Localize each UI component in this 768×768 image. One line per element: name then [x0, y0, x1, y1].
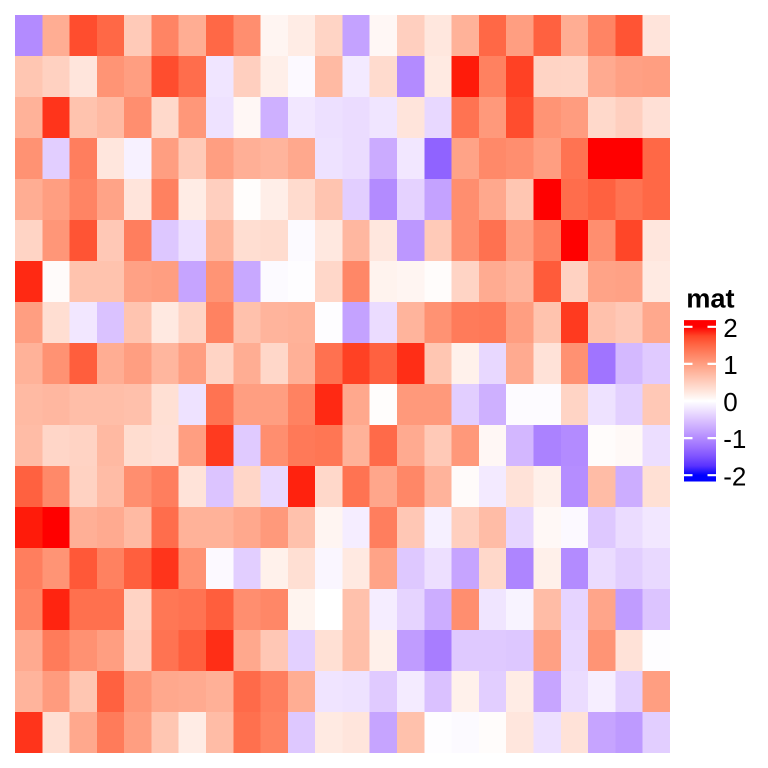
svg-text:0: 0 — [723, 387, 737, 417]
svg-text:-1: -1 — [723, 424, 746, 454]
svg-text:1: 1 — [723, 350, 737, 380]
svg-text:-2: -2 — [723, 461, 746, 491]
svg-text:mat: mat — [686, 282, 734, 313]
svg-text:2: 2 — [723, 313, 737, 343]
